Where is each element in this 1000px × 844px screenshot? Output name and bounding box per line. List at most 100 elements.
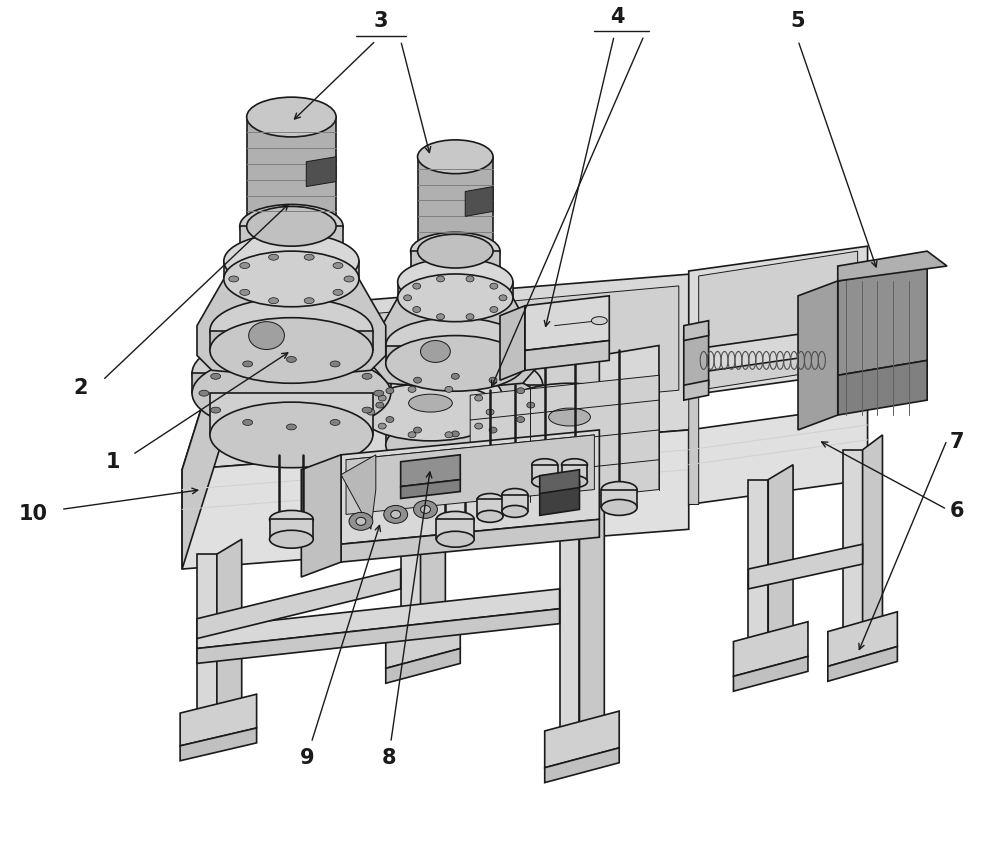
Ellipse shape <box>269 254 279 260</box>
Polygon shape <box>359 395 502 412</box>
Polygon shape <box>182 430 689 569</box>
Ellipse shape <box>211 373 221 379</box>
Ellipse shape <box>562 459 587 471</box>
Polygon shape <box>601 490 637 507</box>
Ellipse shape <box>386 336 525 392</box>
Ellipse shape <box>414 377 422 383</box>
Ellipse shape <box>527 402 535 408</box>
Polygon shape <box>224 261 359 279</box>
Text: 3: 3 <box>374 11 388 30</box>
Ellipse shape <box>486 409 494 415</box>
Polygon shape <box>374 298 537 389</box>
Ellipse shape <box>386 317 525 373</box>
Polygon shape <box>828 647 897 681</box>
Ellipse shape <box>247 207 336 246</box>
Ellipse shape <box>362 373 372 379</box>
Ellipse shape <box>330 419 340 425</box>
Polygon shape <box>863 435 882 639</box>
Text: 10: 10 <box>19 505 48 524</box>
Polygon shape <box>562 465 587 482</box>
Ellipse shape <box>517 417 525 423</box>
Ellipse shape <box>502 489 528 500</box>
Ellipse shape <box>436 511 474 528</box>
Ellipse shape <box>502 398 637 452</box>
Polygon shape <box>525 340 609 371</box>
Polygon shape <box>689 405 868 505</box>
Polygon shape <box>210 331 373 350</box>
Text: 1: 1 <box>105 452 120 472</box>
Polygon shape <box>768 465 793 648</box>
Polygon shape <box>240 226 343 256</box>
Ellipse shape <box>386 417 394 423</box>
Ellipse shape <box>378 423 386 429</box>
Ellipse shape <box>210 317 373 383</box>
Ellipse shape <box>411 232 500 270</box>
Polygon shape <box>197 589 560 648</box>
Polygon shape <box>798 281 838 430</box>
Text: 6: 6 <box>950 501 964 522</box>
Ellipse shape <box>270 511 313 528</box>
Polygon shape <box>242 286 679 430</box>
Ellipse shape <box>333 262 343 268</box>
Polygon shape <box>401 455 460 487</box>
Text: 5: 5 <box>791 11 805 30</box>
Ellipse shape <box>502 506 528 517</box>
Ellipse shape <box>398 258 513 306</box>
Ellipse shape <box>466 276 474 282</box>
Polygon shape <box>733 622 808 676</box>
Ellipse shape <box>413 306 421 312</box>
Ellipse shape <box>517 387 525 393</box>
Ellipse shape <box>333 289 343 295</box>
Ellipse shape <box>304 254 314 260</box>
Polygon shape <box>386 648 460 684</box>
Ellipse shape <box>211 407 221 413</box>
Polygon shape <box>368 385 543 405</box>
Polygon shape <box>684 321 709 340</box>
Polygon shape <box>401 479 460 499</box>
Ellipse shape <box>240 204 343 248</box>
Polygon shape <box>748 544 863 589</box>
Polygon shape <box>733 657 808 691</box>
Polygon shape <box>545 711 619 768</box>
Ellipse shape <box>386 387 394 393</box>
Polygon shape <box>532 465 558 482</box>
Ellipse shape <box>210 298 373 364</box>
Ellipse shape <box>368 371 543 440</box>
Polygon shape <box>838 252 947 281</box>
Ellipse shape <box>243 361 253 367</box>
Ellipse shape <box>374 390 384 396</box>
Ellipse shape <box>224 252 359 306</box>
Polygon shape <box>386 345 525 364</box>
Polygon shape <box>217 539 242 718</box>
Ellipse shape <box>384 506 408 523</box>
Polygon shape <box>465 187 493 216</box>
Polygon shape <box>689 390 699 505</box>
Ellipse shape <box>475 395 483 401</box>
Polygon shape <box>477 500 503 517</box>
Ellipse shape <box>451 373 459 379</box>
Polygon shape <box>525 296 609 350</box>
Text: 9: 9 <box>300 748 315 768</box>
Polygon shape <box>436 519 474 539</box>
Polygon shape <box>180 728 257 760</box>
Ellipse shape <box>489 377 497 383</box>
Ellipse shape <box>532 476 558 488</box>
Polygon shape <box>684 331 709 390</box>
Ellipse shape <box>404 295 412 300</box>
Ellipse shape <box>490 284 498 289</box>
Polygon shape <box>411 252 500 278</box>
Polygon shape <box>502 495 528 511</box>
Polygon shape <box>270 519 313 539</box>
Ellipse shape <box>391 511 401 518</box>
Polygon shape <box>838 266 927 376</box>
Ellipse shape <box>240 289 250 295</box>
Ellipse shape <box>368 350 543 420</box>
Ellipse shape <box>502 383 637 437</box>
Ellipse shape <box>359 366 502 424</box>
Polygon shape <box>560 505 579 738</box>
Ellipse shape <box>356 517 366 525</box>
Ellipse shape <box>451 431 459 437</box>
Polygon shape <box>418 157 493 252</box>
Polygon shape <box>301 455 341 577</box>
Polygon shape <box>828 612 897 667</box>
